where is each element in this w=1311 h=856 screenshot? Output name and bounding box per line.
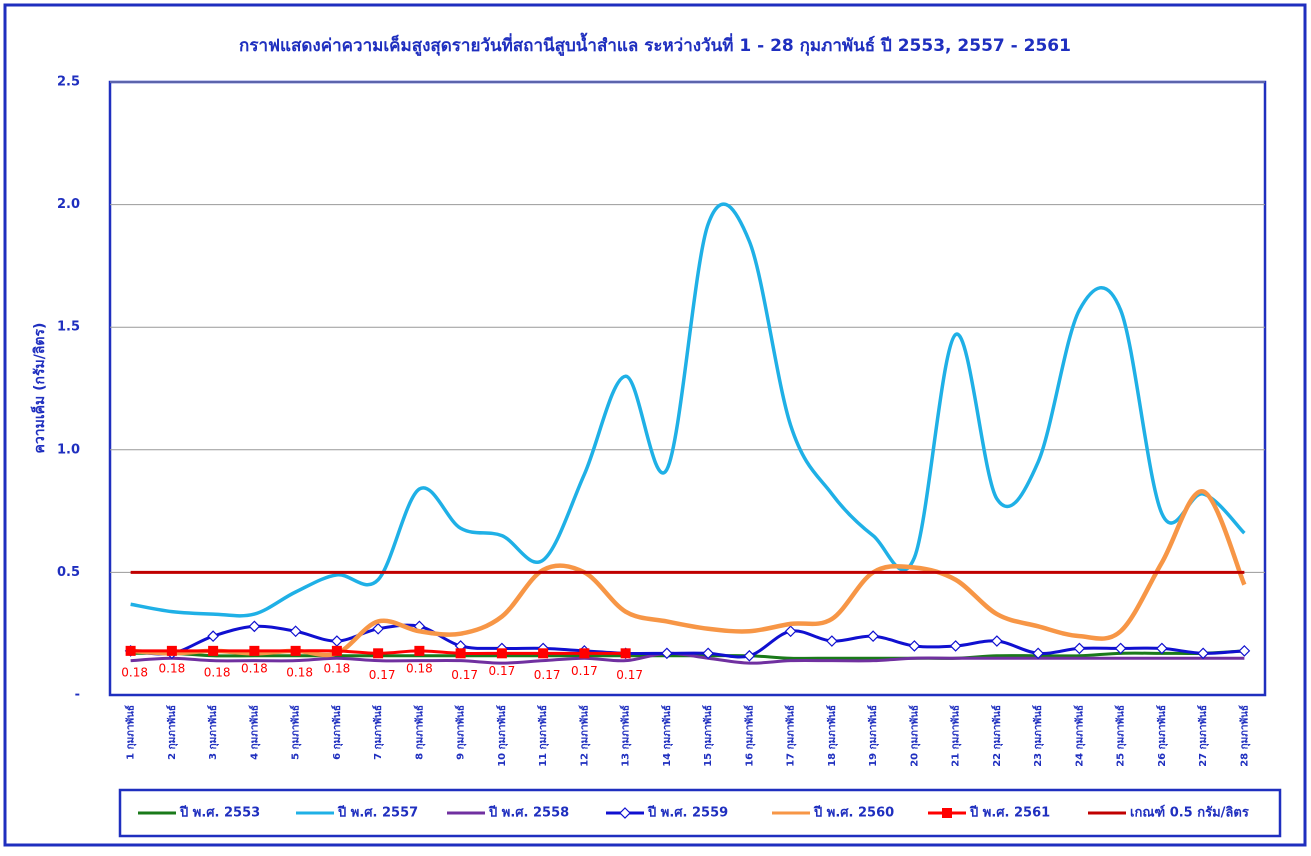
data-label: 0.18 (159, 661, 186, 675)
y-tick-label: 2.0 (57, 197, 80, 212)
point-marker (743, 649, 756, 662)
x-tick-label: 12 กุมภาพันธ์ (578, 705, 590, 767)
point-marker (538, 648, 549, 659)
chart-title: กราฟแสดงค่าความเค็มสูงสุดรายวันที่สถานีส… (239, 32, 1071, 57)
point-marker (1032, 647, 1044, 660)
point-marker (579, 648, 590, 659)
legend-label: ปี พ.ศ. 2558 (488, 805, 569, 821)
x-tick-label: 8 กุมภาพันธ์ (413, 705, 425, 760)
point-marker (373, 648, 384, 659)
x-tick-label: 11 กุมภาพันธ์ (537, 705, 549, 767)
legend-label: ปี พ.ศ. 2553 (179, 805, 260, 821)
legend-label: ปี พ.ศ. 2559 (647, 805, 728, 821)
point-marker (908, 640, 921, 652)
data-label: 0.18 (241, 661, 268, 675)
x-tick-label: 6 กุมภาพันธ์ (331, 705, 343, 760)
x-tick-label: 5 กุมภาพันธ์ (290, 705, 302, 760)
x-tick-label: 4 กุมภาพันธ์ (248, 705, 260, 760)
point-marker (249, 645, 260, 656)
x-tick-label: 17 กุมภาพันธ์ (785, 705, 797, 767)
x-tick-label: 25 กุมภาพันธ์ (1115, 705, 1127, 767)
y-tick-label: 0.5 (57, 565, 80, 580)
data-label: 0.18 (286, 665, 313, 679)
series-line (130, 489, 1247, 658)
point-marker (1156, 642, 1168, 655)
x-tick-label: 28 กุมภาพันธ์ (1238, 705, 1250, 767)
data-label: 0.18 (406, 661, 433, 675)
point-marker (702, 647, 714, 660)
plot-area (108, 80, 1267, 697)
x-tick-label: 18 กุมภาพันธ์ (826, 705, 838, 767)
point-marker (289, 625, 302, 638)
data-label: 0.18 (121, 665, 148, 679)
x-tick-label: 3 กุมภาพันธ์ (207, 705, 219, 760)
point-marker (207, 630, 219, 643)
x-tick-label: 26 กุมภาพันธ์ (1156, 705, 1168, 767)
point-marker (784, 625, 797, 638)
point-marker (661, 647, 673, 660)
point-marker (1114, 642, 1127, 655)
point-marker (496, 648, 507, 659)
series-line (130, 623, 1245, 659)
data-label: 0.17 (489, 664, 516, 678)
point-marker (125, 645, 136, 656)
legend-marker (619, 807, 631, 819)
y-tick-label: 1.5 (57, 320, 80, 335)
series-line (130, 202, 1246, 618)
x-tick-label: 20 กุมภาพันธ์ (908, 705, 920, 767)
x-tick-label: 19 กุมภาพันธ์ (867, 705, 879, 767)
point-marker (290, 645, 301, 656)
x-tick-label: 1 กุมภาพันธ์ (125, 705, 137, 760)
x-tick-label: 14 กุมภาพันธ์ (661, 705, 673, 767)
point-marker (166, 645, 177, 656)
y-tick-label: 1.0 (57, 442, 80, 457)
y-tick-label: 2.5 (57, 75, 80, 90)
point-marker (949, 640, 962, 652)
data-label: 0.17 (451, 668, 478, 682)
legend-label: ปี พ.ศ. 2560 (813, 805, 894, 821)
point-marker (331, 645, 342, 656)
point-marker (372, 622, 384, 635)
data-label: 0.17 (571, 664, 598, 678)
x-tick-label: 2 กุมภาพันธ์ (166, 705, 178, 760)
data-label: 0.17 (616, 668, 643, 682)
point-marker (208, 645, 219, 656)
x-tick-label: 24 กุมภาพันธ์ (1073, 705, 1085, 767)
point-marker (1073, 642, 1086, 655)
point-marker (455, 648, 466, 659)
point-marker (826, 635, 838, 647)
series-line (130, 651, 1245, 665)
data-label: 0.18 (324, 661, 351, 675)
x-tick-label: 13 กุมภาพันธ์ (620, 705, 632, 767)
x-tick-label: 27 กุมภาพันธ์ (1197, 705, 1209, 767)
x-tick-label: 16 กุมภาพันธ์ (743, 705, 755, 767)
legend-marker (942, 808, 952, 818)
x-tick-label: 23 กุมภาพันธ์ (1032, 705, 1044, 767)
point-marker (248, 620, 261, 633)
point-marker (1238, 645, 1251, 657)
x-tick-label: 15 กุมภาพันธ์ (702, 705, 714, 767)
point-marker (1197, 647, 1209, 660)
x-tick-label: 21 กุมภาพันธ์ (950, 705, 962, 767)
point-marker (620, 648, 631, 659)
x-tick-label: 22 กุมภาพันธ์ (991, 705, 1003, 767)
legend-label: ปี พ.ศ. 2561 (969, 805, 1050, 821)
legend-label: เกณฑ์ 0.5 กรัม/ลิตร (1130, 805, 1249, 821)
x-tick-label: 10 กุมภาพันธ์ (496, 705, 508, 767)
legend-label: ปี พ.ศ. 2557 (337, 805, 418, 821)
point-marker (414, 645, 425, 656)
data-label: 0.18 (204, 665, 231, 679)
data-label: 0.17 (534, 668, 561, 682)
x-tick-label: 9 กุมภาพันธ์ (455, 705, 467, 760)
data-label: 0.17 (369, 668, 396, 682)
point-marker (991, 635, 1003, 647)
point-marker (867, 630, 879, 643)
x-tick-label: 7 กุมภาพันธ์ (372, 705, 384, 760)
y-axis-label: ความเค็ม (กรัม/ลิตร) (30, 323, 48, 454)
y-tick-label: - (75, 688, 80, 703)
